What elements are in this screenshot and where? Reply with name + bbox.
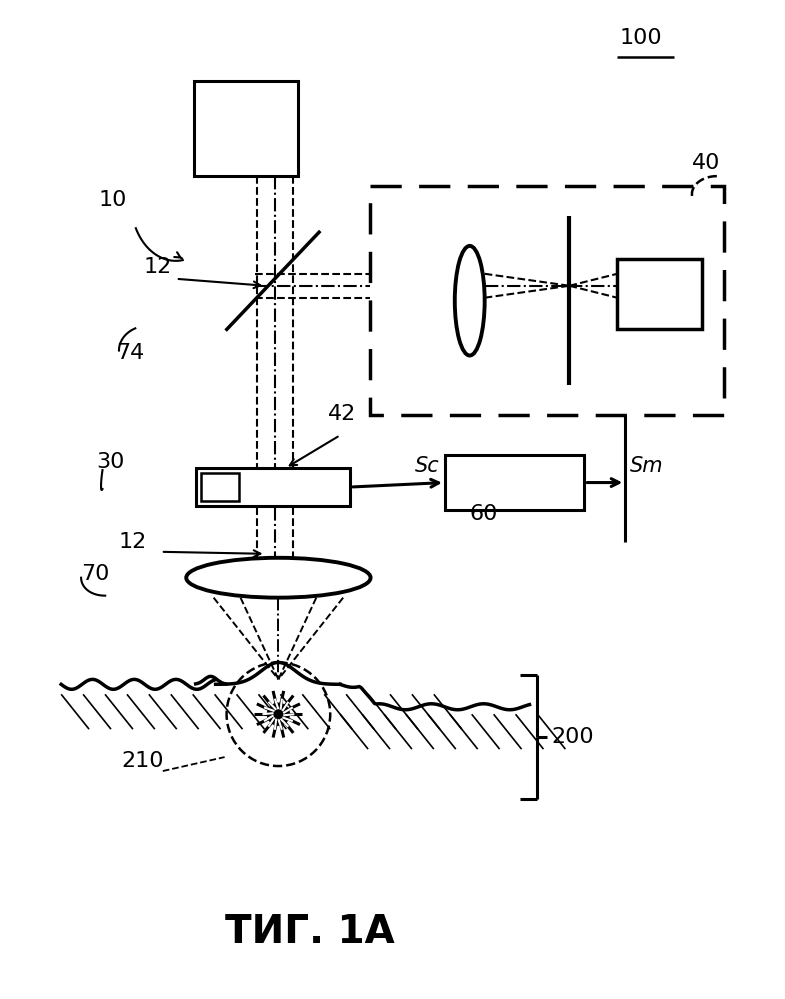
Text: 60: 60	[469, 503, 498, 523]
Text: 74: 74	[116, 343, 144, 363]
Bar	[201, 474, 239, 500]
Text: 40: 40	[692, 153, 721, 173]
Text: 12: 12	[119, 531, 148, 551]
Text: 210: 210	[121, 751, 163, 771]
Text: 30: 30	[96, 453, 125, 473]
Text: 70: 70	[81, 563, 109, 583]
Text: 100: 100	[619, 28, 662, 48]
Bar	[195, 469, 350, 505]
Ellipse shape	[186, 557, 371, 597]
Text: 12: 12	[144, 257, 172, 277]
Bar	[617, 259, 702, 329]
Text: 10: 10	[99, 190, 127, 210]
Text: Sm: Sm	[630, 457, 664, 477]
Text: Sc: Sc	[415, 457, 440, 477]
Bar	[194, 82, 298, 176]
Text: ΤИГ. 1A: ΤИГ. 1A	[225, 913, 395, 951]
Bar	[445, 456, 584, 509]
Text: 42: 42	[328, 405, 356, 425]
Bar	[370, 186, 724, 416]
Ellipse shape	[455, 246, 484, 356]
Circle shape	[268, 703, 290, 725]
Text: 200: 200	[551, 727, 594, 747]
